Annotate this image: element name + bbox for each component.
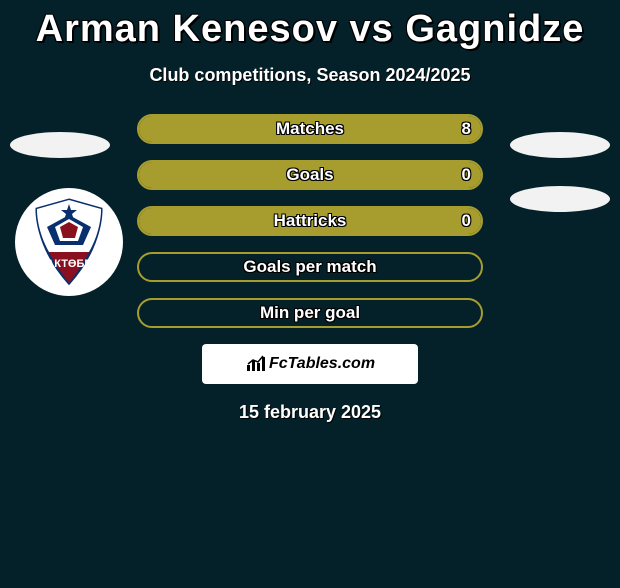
stat-right-value: 8 — [462, 119, 471, 139]
stat-right-value: 0 — [462, 165, 471, 185]
club-logo: АКТӨБЕ — [15, 188, 123, 296]
stat-row: Goals 0 — [137, 160, 483, 190]
stat-row: Hattricks 0 — [137, 206, 483, 236]
brand-text: FcTables.com — [269, 355, 375, 373]
player-badge-left — [10, 132, 110, 158]
stat-row: Matches 8 — [137, 114, 483, 144]
player-badge-right-2 — [510, 186, 610, 212]
stat-label: Min per goal — [260, 303, 360, 323]
stat-label: Goals per match — [243, 257, 376, 277]
club-shield-icon: АКТӨБЕ — [29, 197, 109, 287]
stats-list: Matches 8 Goals 0 Hattricks 0 Goals per match M… — [137, 114, 483, 328]
stat-label: Matches — [276, 119, 344, 139]
svg-text:АКТӨБЕ: АКТӨБЕ — [46, 258, 91, 270]
date-label: 15 february 2025 — [0, 402, 620, 423]
stat-row: Min per goal — [137, 298, 483, 328]
brand-chart-icon — [245, 355, 267, 373]
stat-label: Hattricks — [274, 211, 347, 231]
brand-badge[interactable]: FcTables.com — [202, 344, 418, 384]
page-subtitle: Club competitions, Season 2024/2025 — [0, 65, 620, 86]
stat-right-value: 0 — [462, 211, 471, 231]
player-badge-right-1 — [510, 132, 610, 158]
page-title: Arman Kenesov vs Gagnidze — [0, 8, 620, 51]
stat-row: Goals per match — [137, 252, 483, 282]
stat-label: Goals — [286, 165, 333, 185]
